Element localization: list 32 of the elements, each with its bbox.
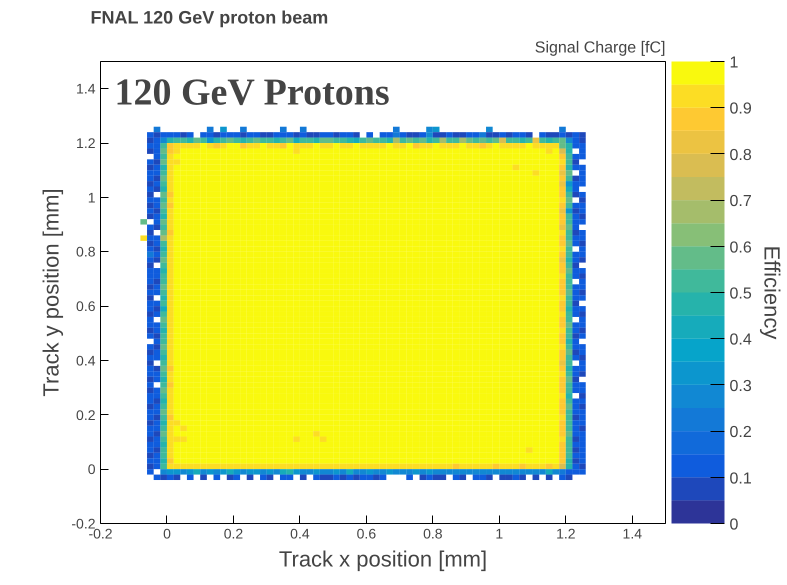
- y-tick-label: 1.2: [76, 135, 96, 152]
- color-bar-label: 0.5: [730, 286, 752, 302]
- color-bar-label: 0.6: [730, 239, 752, 256]
- color-bar-label: 0.3: [730, 378, 752, 395]
- x-tick-label: 0.4: [290, 526, 310, 542]
- x-axis-title: Track x position [mm]: [278, 546, 488, 572]
- color-bar-label: 0.8: [730, 146, 752, 164]
- text: Signal Charge [fC]: [534, 40, 666, 56]
- color-bar-label: 0.9: [730, 100, 752, 118]
- x-tick-label: 1: [495, 526, 504, 542]
- y-tick-label: 0.8: [76, 244, 96, 260]
- x-tick-label: 0.6: [356, 526, 376, 542]
- annotation: 120 GeV Protons: [114, 72, 390, 114]
- y-tick-label: 1.4: [76, 80, 96, 97]
- y-tick-label: 0: [88, 461, 96, 478]
- x-tick-label: 0.2: [224, 526, 244, 542]
- y-tick-label: 1: [88, 189, 96, 206]
- color-bar-label: 0.1: [730, 470, 752, 488]
- color-bar-title: Efficiency: [760, 246, 785, 340]
- color-bar-label: 1: [730, 54, 738, 72]
- color-bar-label: 0.2: [730, 424, 752, 442]
- color-bar-label: 0.4: [730, 332, 752, 349]
- x-tick-label: 0.8: [423, 526, 443, 542]
- y-axis-title: Track y position [mm]: [38, 188, 64, 397]
- y-tick-label: 0.4: [76, 352, 96, 368]
- x-tick-label: 1.4: [622, 526, 642, 542]
- x-tick-label: 0: [163, 526, 172, 542]
- y-tick-label: 0.2: [76, 406, 96, 423]
- x-tick-label: 1.2: [556, 526, 576, 542]
- y-tick-label: 0.6: [76, 298, 96, 314]
- chart-title: FNAL 120 GeV proton beam: [90, 8, 328, 28]
- color-bar-label: 0.7: [730, 193, 752, 210]
